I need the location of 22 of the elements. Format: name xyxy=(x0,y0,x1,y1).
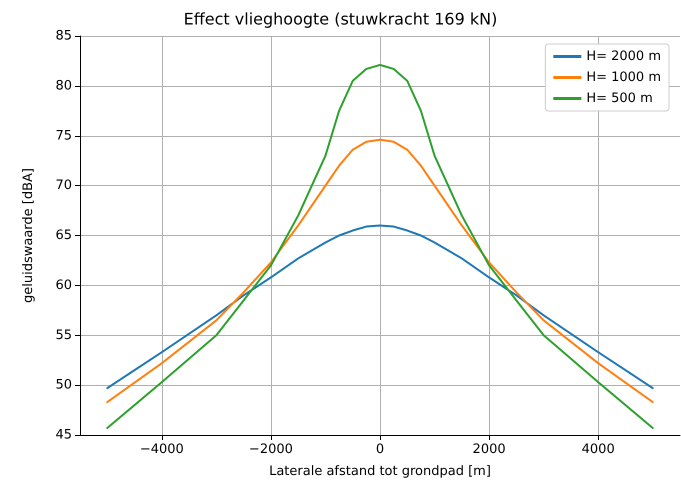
legend-label: H= 1000 m xyxy=(586,70,662,85)
line-series xyxy=(106,224,654,390)
legend-label: H= 2000 m xyxy=(586,49,662,64)
y-tick-label: 65 xyxy=(55,228,72,243)
y-tick-label: 50 xyxy=(55,378,72,393)
y-tick-label: 70 xyxy=(55,178,72,194)
y-tick-label: 80 xyxy=(55,78,72,94)
y-tick-label: 60 xyxy=(55,278,72,293)
y-tick-label: 75 xyxy=(55,128,72,144)
y-axis-title: geluidswaarde [dBA] xyxy=(21,168,36,304)
chart-title: Effect vlieghoogte (stuwkracht 169 kN) xyxy=(184,10,498,28)
x-tick-label: −4000 xyxy=(140,442,184,457)
legend-label: H= 500 m xyxy=(586,91,653,106)
x-tick-label: 0 xyxy=(376,442,384,457)
x-tick-label: 2000 xyxy=(472,442,506,457)
x-tick-label: 4000 xyxy=(582,442,615,457)
line-series xyxy=(106,138,654,404)
y-tick-label: 45 xyxy=(55,428,72,442)
x-tick-label: −2000 xyxy=(248,442,293,457)
x-axis-title: Laterale afstand tot grondpad [m] xyxy=(269,464,491,479)
y-tick-label: 55 xyxy=(55,328,72,343)
y-tick-label: 85 xyxy=(55,28,72,44)
